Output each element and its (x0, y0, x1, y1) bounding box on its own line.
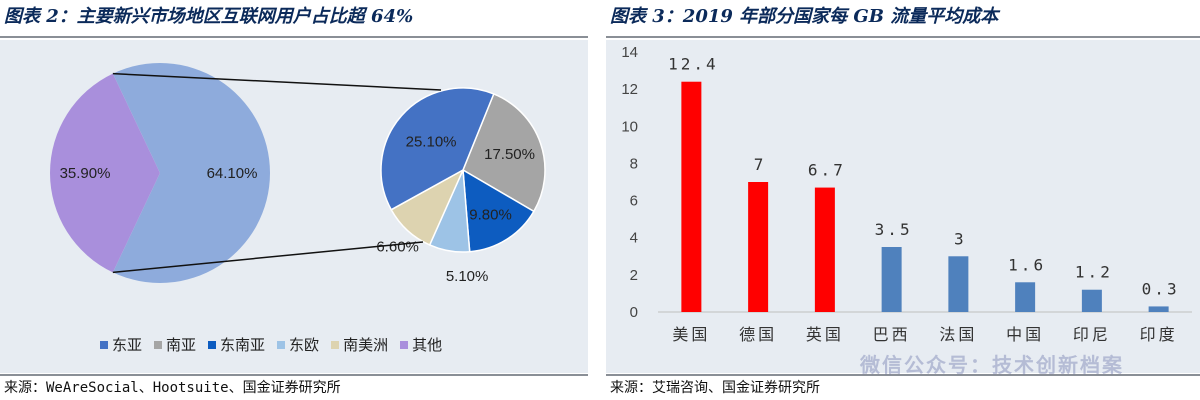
legend-item: 东亚 (100, 334, 142, 355)
bar-value-label: 6.7 (808, 161, 846, 180)
left-panel: 图表 2：主要新兴市场地区互联网用户占比超 64% 64.10% 35.90% 25… (0, 0, 588, 400)
legend-swatch (208, 340, 217, 349)
pie-slice-southeast-asia (462, 168, 535, 253)
left-source: 来源：WeAreSocial、Hootsuite、国金证券研究所 (4, 380, 341, 396)
legend-label: 东亚 (112, 336, 143, 354)
legend-swatch (277, 340, 286, 349)
y-tick-label: 4 (630, 230, 638, 247)
left-title-rule (0, 36, 588, 38)
y-tick-label: 14 (621, 44, 638, 61)
bar-value-label: 3.5 (875, 220, 913, 239)
y-tick-label: 12 (621, 81, 638, 98)
y-tick-label: 6 (630, 193, 638, 210)
pie-slice-south-asia (462, 92, 546, 213)
x-tick-label: 印尼 (1073, 325, 1111, 344)
right-foot-rule (606, 374, 1200, 376)
legend-swatch (100, 340, 108, 349)
legend-item: 南美洲 (331, 334, 388, 355)
pie-chart: 64.10% 35.90% 25.10% 17.50% 9.80% 5.10% 6.60% (50, 62, 546, 285)
pie-label-east-europe: 5.10% (446, 268, 489, 285)
x-tick-label: 美国 (672, 325, 710, 344)
legend-label: 东欧 (289, 336, 320, 354)
legend-item: 东欧 (277, 334, 319, 355)
bar (1015, 282, 1036, 312)
x-tick-label: 中国 (1006, 325, 1044, 344)
bar (814, 187, 835, 312)
y-tick-label: 0 (630, 304, 638, 321)
bar (881, 247, 902, 312)
legend-label: 其他 (412, 336, 443, 354)
pie-slice-other (50, 73, 161, 273)
bar (1081, 289, 1102, 312)
legend-swatch (154, 340, 163, 349)
right-title-rule (606, 36, 1200, 38)
legend-swatch (331, 340, 340, 349)
legend-swatch (400, 340, 409, 349)
bar-value-label: 1.2 (1075, 263, 1113, 282)
watermark-text: 微信公众号：技术创新档案 (860, 353, 1124, 377)
right-panel: 图表 3：2019 年部分国家每 GB 流量平均成本 0 2 4 6 8 10 12 14 12… (606, 0, 1200, 400)
left-chart-title: 图表 2：主要新兴市场地区互联网用户占比超 64% (4, 6, 414, 27)
pie-connector-top (112, 72, 442, 91)
pie-slice-emerging (112, 62, 270, 283)
bar (681, 81, 702, 312)
x-tick-label: 巴西 (873, 325, 911, 344)
legend-label: 南美洲 (343, 336, 389, 354)
x-tick-label: 法国 (939, 325, 977, 344)
bar-value-label: 12.4 (668, 55, 719, 74)
legend-item: 南亚 (154, 334, 196, 355)
left-foot-rule (0, 374, 588, 376)
bar (948, 256, 969, 312)
x-tick-label: 印度 (1140, 325, 1178, 344)
legend-label: 南亚 (166, 336, 197, 354)
y-tick-label: 2 (630, 267, 638, 284)
legend-item: 东南亚 (208, 334, 265, 355)
y-tick-label: 10 (621, 118, 638, 135)
bar (748, 182, 769, 312)
right-source: 来源：艾瑞咨询、国金证券研究所 (610, 380, 820, 396)
pie-label-other: 35.90% (60, 165, 111, 182)
pie-label-east-asia: 25.10% (406, 134, 457, 151)
x-tick-label: 德国 (739, 325, 777, 344)
bar-chart: 0 2 4 6 8 10 12 14 12.4 美国 7 德国 6.7 英国 3.5 巴西 3 法国 1.6 中国 1.… (621, 44, 1192, 344)
bar-value-label: 1.6 (1008, 255, 1046, 274)
pie-label-south-america: 6.60% (376, 238, 419, 255)
bar-value-label: 0.3 (1142, 279, 1180, 298)
pie-label-south-asia: 17.50% (484, 146, 535, 163)
bar-value-label: 3 (954, 229, 967, 248)
y-tick-label: 8 (630, 155, 638, 172)
legend-item: 其他 (400, 334, 442, 355)
bar (1148, 306, 1169, 312)
pie-legend: 东亚 南亚 东南亚 东欧 南美洲 其他 (100, 334, 448, 355)
x-tick-label: 英国 (806, 325, 844, 344)
legend-label: 东南亚 (220, 336, 266, 354)
bar-value-label: 7 (754, 155, 767, 174)
right-plot-area (606, 40, 1200, 373)
pie-slice-east-asia (380, 87, 495, 211)
pie-label-emerging: 64.10% (207, 165, 258, 182)
pie-label-southeast-asia: 9.80% (469, 207, 512, 224)
right-chart-title: 图表 3：2019 年部分国家每 GB 流量平均成本 (610, 6, 999, 27)
pie-connector-bottom (112, 241, 424, 274)
